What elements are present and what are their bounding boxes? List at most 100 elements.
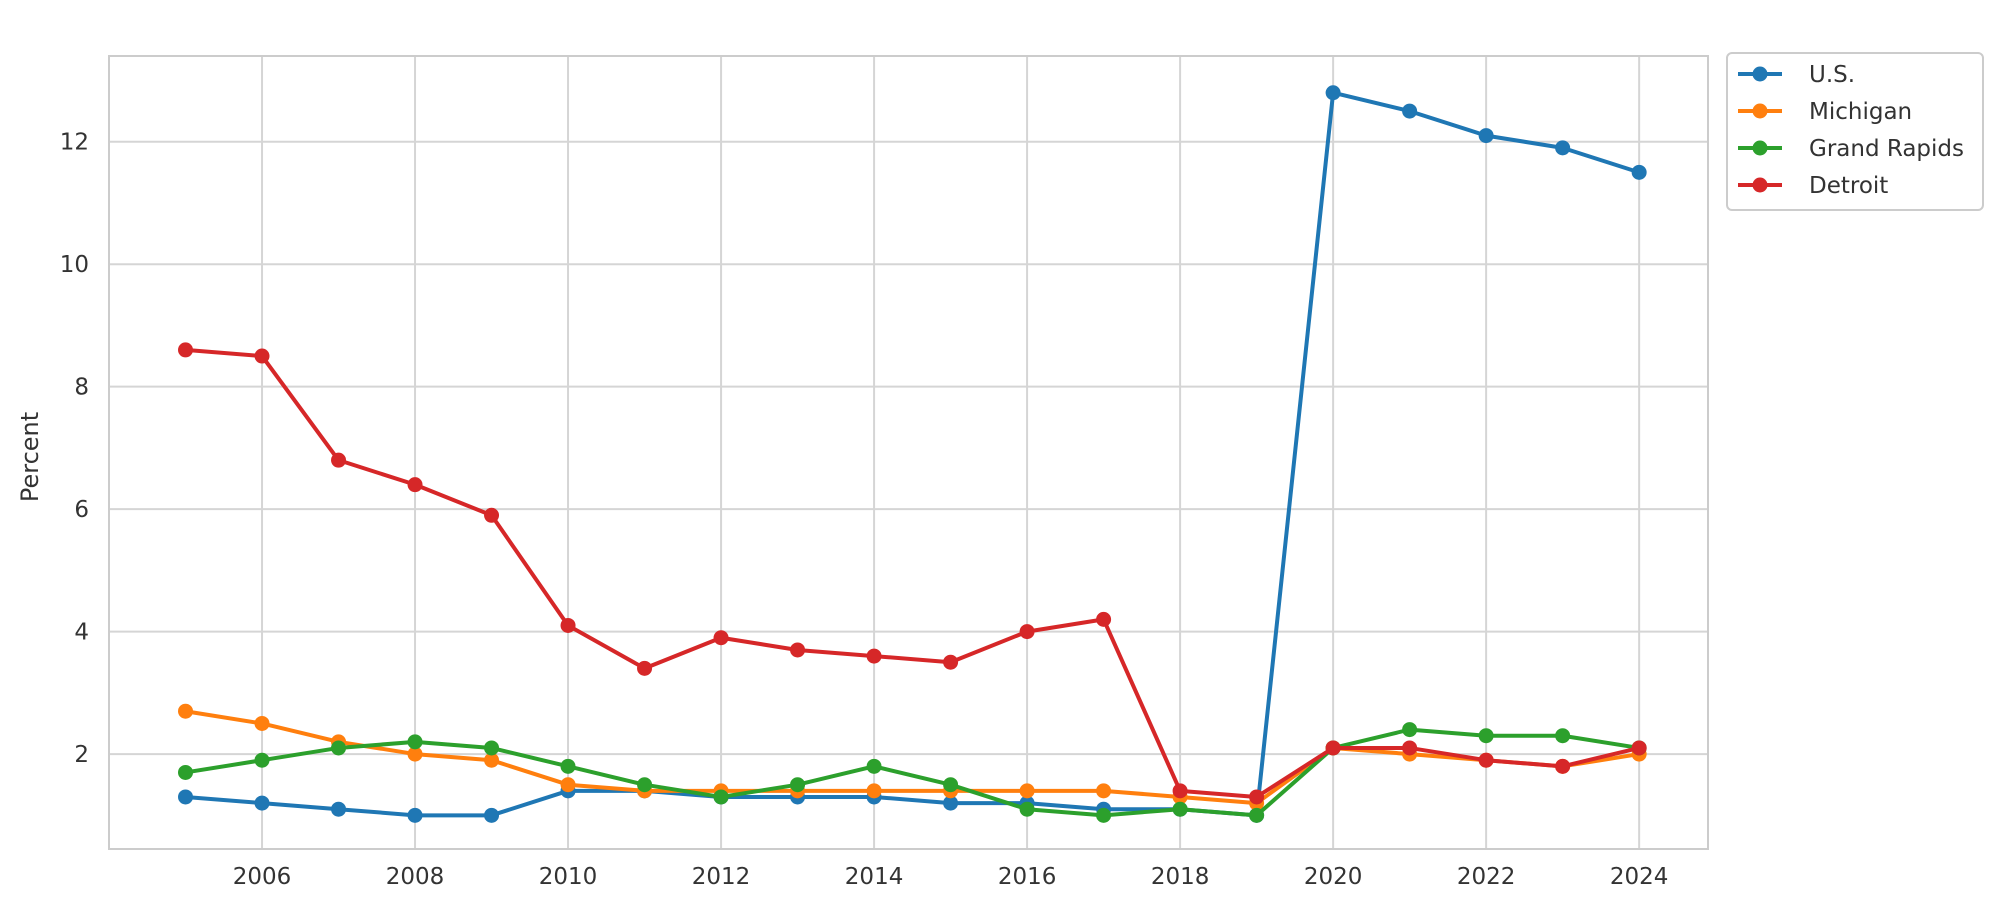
x-tick-label: 2024: [1610, 864, 1669, 890]
data-point: [1402, 103, 1418, 119]
data-point: [560, 758, 576, 774]
data-point: [560, 777, 576, 793]
series-u-s-: [178, 85, 1647, 823]
data-point: [407, 734, 423, 750]
series-michigan: [178, 703, 1647, 811]
legend: U.S. Michigan Grand Rapids Detroit: [1726, 52, 1984, 211]
data-point: [1019, 624, 1035, 640]
data-point: [331, 801, 347, 817]
data-point: [178, 764, 194, 780]
data-point: [943, 777, 959, 793]
legend-label: Detroit: [1809, 173, 1888, 199]
data-point: [1325, 85, 1341, 101]
data-point: [484, 807, 500, 823]
data-point: [1325, 740, 1341, 756]
legend-box: [1726, 52, 1984, 211]
data-point: [1631, 164, 1647, 180]
data-point: [1402, 740, 1418, 756]
series-line: [183, 709, 1642, 806]
data-point: [254, 752, 270, 768]
data-point: [1478, 752, 1494, 768]
y-tick-label: 2: [74, 742, 89, 768]
y-tick-label: 10: [60, 252, 89, 278]
data-point: [254, 348, 270, 364]
legend-label: U.S.: [1809, 62, 1855, 88]
data-point: [1172, 783, 1188, 799]
data-point: [1249, 789, 1265, 805]
data-point: [866, 783, 882, 799]
series-line: [183, 90, 1642, 818]
x-tick-label: 2006: [233, 864, 292, 890]
data-point: [637, 777, 653, 793]
data-point: [484, 740, 500, 756]
series-grand-rapids: [178, 722, 1647, 823]
x-tick-label: 2020: [1304, 864, 1363, 890]
data-point: [943, 654, 959, 670]
legend-label: Grand Rapids: [1809, 136, 1964, 162]
data-point: [1019, 801, 1035, 817]
data-point: [637, 660, 653, 676]
legend-marker: [1752, 103, 1768, 119]
data-point: [484, 752, 500, 768]
data-point: [178, 789, 194, 805]
legend-label: Michigan: [1809, 99, 1912, 125]
x-tick-label: 2016: [998, 864, 1057, 890]
x-tick-label: 2014: [845, 864, 904, 890]
data-point: [866, 758, 882, 774]
data-point: [178, 703, 194, 719]
data-point: [790, 642, 806, 658]
data-point: [1096, 807, 1112, 823]
x-tick-label: 2010: [539, 864, 598, 890]
y-axis-label: Percent: [16, 412, 44, 502]
data-point: [790, 777, 806, 793]
data-point: [407, 746, 423, 762]
data-point: [331, 740, 347, 756]
y-tick-label: 8: [74, 375, 89, 401]
data-point: [1555, 758, 1571, 774]
data-point: [713, 630, 729, 646]
data-point: [1096, 611, 1112, 627]
x-tick-label: 2008: [386, 864, 445, 890]
plot-frame: [108, 55, 1709, 850]
data-point: [407, 477, 423, 493]
data-point: [1555, 728, 1571, 744]
y-tick-label: 4: [74, 620, 89, 646]
data-point: [1172, 801, 1188, 817]
data-point: [254, 715, 270, 731]
data-point: [943, 795, 959, 811]
data-point: [713, 789, 729, 805]
legend-marker: [1752, 66, 1768, 82]
legend-item: Grand Rapids: [1738, 136, 1964, 162]
data-point: [1402, 722, 1418, 738]
grid-lines: [109, 56, 1708, 849]
series-detroit: [178, 342, 1647, 805]
data-point: [407, 807, 423, 823]
data-point: [1478, 728, 1494, 744]
data-point: [1631, 740, 1647, 756]
data-point: [1019, 783, 1035, 799]
x-tick-label: 2018: [1151, 864, 1210, 890]
legend-marker: [1752, 140, 1768, 156]
legend-item: U.S.: [1738, 62, 1855, 88]
legend-item: Detroit: [1738, 173, 1888, 199]
data-point: [178, 342, 194, 358]
data-point: [1478, 128, 1494, 144]
data-point: [1249, 807, 1265, 823]
data-point: [866, 648, 882, 664]
data-point: [331, 452, 347, 468]
y-tick-label: 6: [74, 497, 89, 523]
y-tick-label: 12: [60, 130, 89, 156]
data-point: [254, 795, 270, 811]
legend-marker: [1752, 177, 1768, 193]
legend-item: Michigan: [1738, 99, 1912, 125]
data-point: [1555, 140, 1571, 156]
series-line: [183, 347, 1642, 799]
series-line: [183, 727, 1642, 818]
x-tick-label: 2022: [1457, 864, 1516, 890]
data-point: [1096, 783, 1112, 799]
data-point: [484, 507, 500, 523]
x-tick-label: 2012: [692, 864, 751, 890]
data-point: [560, 617, 576, 633]
